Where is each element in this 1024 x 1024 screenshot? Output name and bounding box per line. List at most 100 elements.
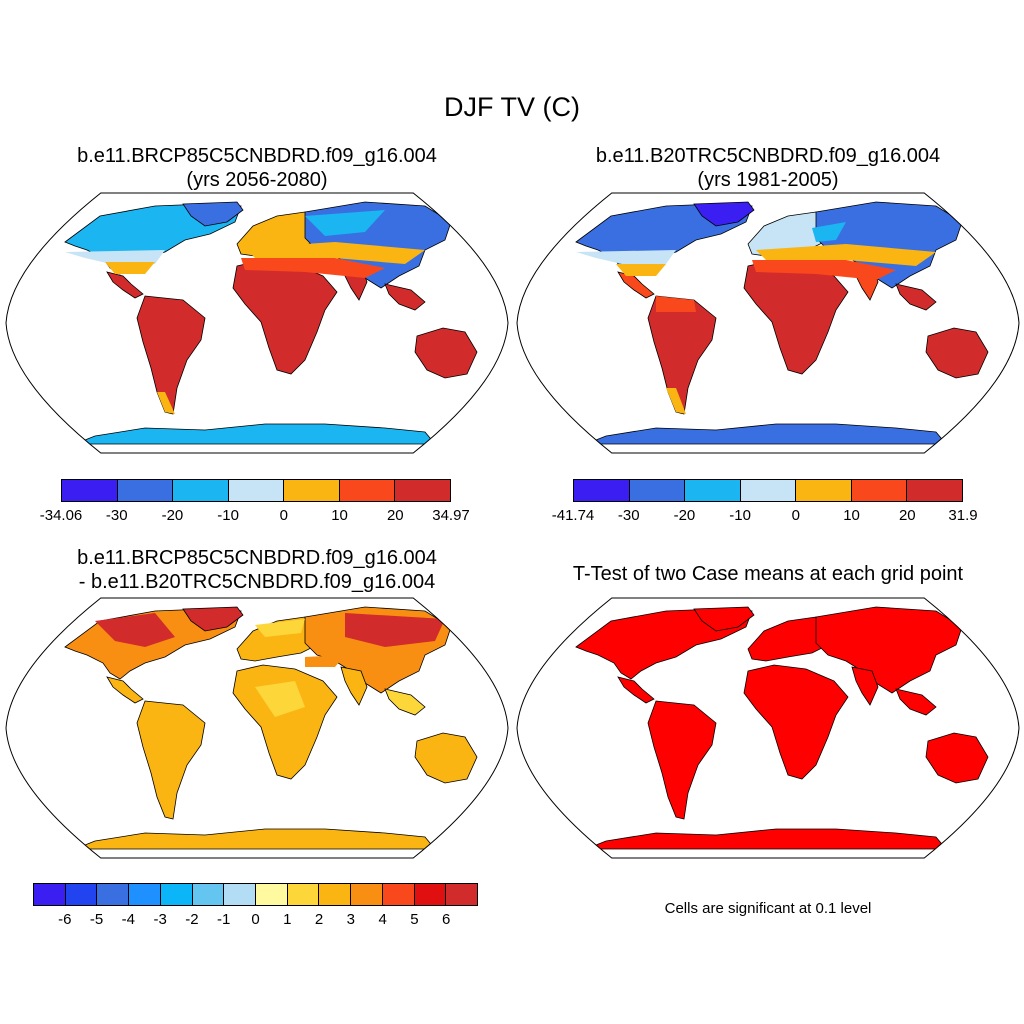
colorbar-swatch: [97, 884, 130, 905]
panel-1-title: b.e11.BRCP85C5CNBDRD.f09_g16.004 (yrs 20…: [2, 144, 512, 192]
value-region: [666, 388, 686, 414]
value-region: [752, 260, 896, 280]
panel-3-title-line1: b.e11.BRCP85C5CNBDRD.f09_g16.004: [77, 547, 437, 569]
continent-greenland: [693, 606, 755, 632]
value-region: [241, 258, 385, 278]
colorbar-tick-label: -20: [161, 507, 184, 524]
colorbar-tick-label: 20: [386, 507, 404, 524]
value-region: [95, 613, 175, 647]
continent-antarctica: [74, 423, 436, 445]
panel-2-colorbar-ticks: -41.74 -30 -20 -10 0 10 20 31.9: [552, 507, 978, 527]
colorbar-tick-label: 1: [283, 911, 292, 928]
colorbar-swatch: [160, 884, 193, 905]
value-region: [656, 296, 696, 312]
colorbar-swatch: [339, 480, 396, 501]
continent-greenland: [693, 201, 755, 227]
colorbar-tick-label: 3: [346, 911, 356, 928]
value-region: [255, 619, 305, 637]
continent-southAmerica: [136, 700, 206, 820]
map-frame: [516, 192, 1020, 454]
colorbar-tick-label: -10: [729, 507, 751, 524]
figure-title: DJF TV (C): [444, 92, 580, 122]
colorbar-tick-label: 0: [791, 507, 801, 524]
panel-4-map: [516, 597, 1020, 859]
continent-australia: [925, 732, 989, 784]
continent-centralAmerica: [617, 676, 655, 704]
colorbar-swatch: [129, 884, 161, 905]
colorbar-swatch: [414, 884, 447, 905]
continent-greenland: [182, 201, 244, 227]
colorbar-swatch: [796, 480, 852, 501]
panel-3-title: b.e11.BRCP85C5CNBDRD.f09_g16.004 - b.e11…: [2, 546, 512, 594]
continent-seAsia: [384, 688, 426, 716]
continent-seAsia: [895, 283, 937, 311]
continent-australia: [925, 327, 989, 379]
colorbar-tick-label: -6: [58, 911, 72, 928]
panel-2-colorbar: [573, 479, 963, 502]
continent-africa: [743, 259, 849, 375]
colorbar-tick-label: -4: [121, 911, 136, 928]
colorbar-swatch: [351, 884, 383, 905]
colorbar-swatch: [907, 480, 963, 501]
continent-africa: [743, 664, 849, 780]
colorbar-tick-label: -1: [217, 911, 231, 928]
continent-centralAmerica: [106, 271, 144, 299]
colorbar-tick-label: -5: [89, 911, 104, 928]
colorbar-tick-label: 4: [378, 911, 387, 928]
continent-antarctica: [585, 423, 947, 445]
colorbar-swatch: [62, 480, 118, 501]
map-frame: [5, 597, 509, 859]
colorbar-tick-label: 10: [843, 507, 860, 524]
colorbar-tick-label: -20: [673, 507, 696, 524]
panel-2-map: [516, 192, 1020, 454]
colorbar-swatch: [287, 884, 320, 905]
colorbar-tick-label: -10: [217, 507, 239, 524]
colorbar-swatch: [629, 480, 686, 501]
panel-4-title-line1: T-Test of two Case means at each grid po…: [572, 563, 964, 585]
continent-india: [851, 666, 879, 706]
colorbar-tick-label: -30: [617, 507, 640, 524]
colorbar-tick-label: 6: [442, 911, 451, 928]
panel-1-title-line1: b.e11.BRCP85C5CNBDRD.f09_g16.004: [77, 145, 437, 167]
continent-australia: [414, 327, 478, 379]
value-region: [616, 264, 666, 276]
value-region: [576, 250, 676, 266]
continent-antarctica: [585, 828, 947, 850]
panel-1-map: [5, 192, 509, 454]
value-region: [305, 655, 345, 667]
panel-1-colorbar: [61, 479, 451, 502]
colorbar-swatch: [224, 884, 257, 905]
value-region: [305, 210, 385, 236]
continent-australia: [414, 732, 478, 784]
continent-asia: [815, 606, 963, 694]
value-region: [105, 262, 155, 274]
value-region: [345, 613, 445, 647]
colorbar-tick-label: 34.97: [432, 507, 470, 524]
colorbar-swatch: [851, 480, 908, 501]
colorbar-swatch: [740, 480, 797, 501]
panel-2-title-line1: b.e11.B20TRC5CNBDRD.f09_g16.004: [595, 145, 941, 167]
value-region: [756, 244, 936, 266]
continent-southAmerica: [647, 295, 717, 415]
colorbar-swatch: [574, 480, 630, 501]
colorbar-tick-label: 5: [410, 911, 419, 928]
panel-3-colorbar: [33, 883, 478, 906]
continent-centralAmerica: [617, 271, 655, 299]
panel-1-title-line2: (yrs 2056-2080): [186, 169, 328, 191]
map-frame: [5, 192, 509, 454]
colorbar-swatch: [395, 480, 451, 501]
panel-3-map: [5, 597, 509, 859]
colorbar-swatch: [228, 480, 285, 501]
colorbar-tick-label: -41.74: [551, 507, 595, 524]
panel-4-note: Cells are significant at 0.1 level: [664, 900, 872, 917]
colorbar-tick-label: 2: [314, 911, 324, 928]
panel-3-colorbar-ticks: -6 -5 -4 -3 -2 -1 0 1 2 3 4 5 6: [33, 911, 478, 931]
colorbar-tick-label: -30: [105, 507, 128, 524]
continent-greenland: [182, 606, 244, 632]
colorbar-tick-label: -2: [185, 911, 199, 928]
colorbar-swatch: [319, 884, 352, 905]
colorbar-tick-label: 0: [279, 507, 289, 524]
colorbar-swatch: [65, 884, 98, 905]
map-frame: [516, 597, 1020, 859]
colorbar-tick-label: 0: [251, 911, 260, 928]
